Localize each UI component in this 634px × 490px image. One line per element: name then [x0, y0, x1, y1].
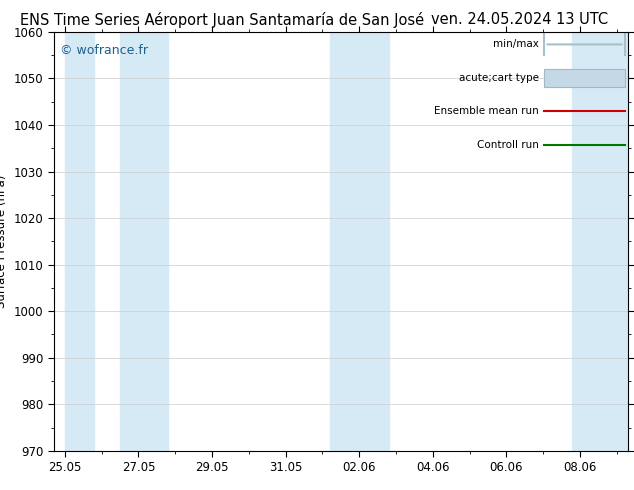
- Y-axis label: Surface Pressure (hPa): Surface Pressure (hPa): [0, 174, 8, 308]
- Text: min/max: min/max: [493, 39, 539, 49]
- FancyBboxPatch shape: [545, 69, 624, 87]
- Bar: [65, 32, 94, 451]
- Bar: [120, 32, 168, 451]
- Bar: [330, 32, 389, 451]
- Bar: [573, 32, 628, 451]
- Text: © wofrance.fr: © wofrance.fr: [60, 45, 148, 57]
- Text: acute;cart type: acute;cart type: [459, 73, 539, 83]
- Text: ven. 24.05.2024 13 UTC: ven. 24.05.2024 13 UTC: [431, 12, 609, 27]
- Text: ENS Time Series Aéroport Juan Santamaría de San José: ENS Time Series Aéroport Juan Santamaría…: [20, 12, 424, 28]
- Text: Controll run: Controll run: [477, 140, 539, 150]
- Text: Ensemble mean run: Ensemble mean run: [434, 106, 539, 117]
